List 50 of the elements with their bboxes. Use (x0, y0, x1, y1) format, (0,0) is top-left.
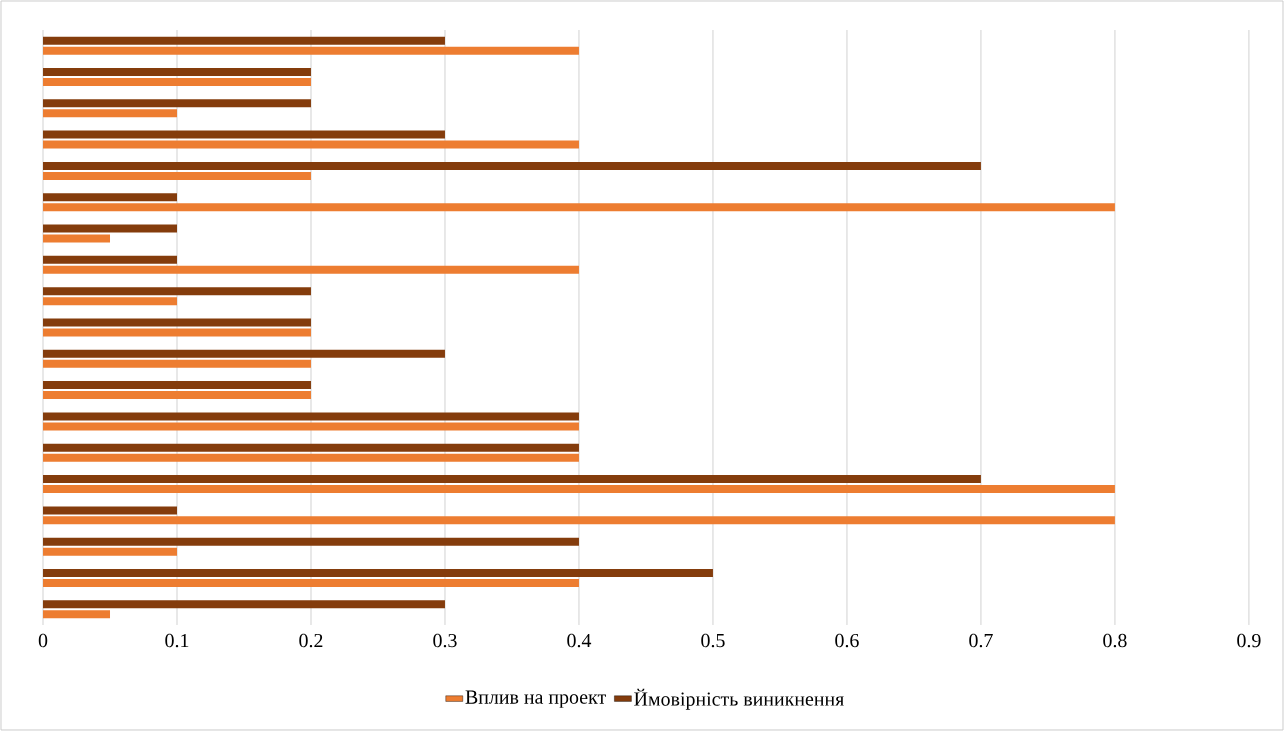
bar (43, 547, 177, 556)
bar (43, 234, 111, 243)
x-tick-label: 0.1 (165, 633, 189, 648)
bar (43, 318, 311, 327)
bar (43, 391, 311, 400)
x-tick-label: 0.3 (433, 633, 457, 648)
x-tick-label: 0 (38, 633, 48, 648)
bar (43, 453, 579, 462)
bar (43, 349, 445, 358)
x-tick-label: 0.6 (835, 633, 859, 648)
x-tick-label: 0.9 (1237, 633, 1261, 648)
bar (43, 255, 177, 264)
x-tick-label: 0.8 (1103, 633, 1127, 648)
bar (43, 443, 579, 452)
bar (43, 569, 713, 578)
bar (43, 297, 177, 306)
bar (43, 193, 177, 202)
bar (43, 287, 311, 296)
x-tick-label: 0.7 (969, 633, 993, 648)
bar (43, 67, 311, 76)
bar (43, 359, 311, 368)
legend-label: Вплив на проект (465, 690, 606, 708)
bar (43, 475, 981, 484)
bar (43, 537, 579, 546)
x-tick-label: 0.5 (701, 633, 725, 648)
bar (43, 579, 579, 588)
bar (43, 265, 579, 274)
bar (43, 36, 445, 45)
bar (43, 109, 177, 118)
bar (43, 516, 1115, 525)
bar (43, 600, 445, 609)
bar (43, 485, 1115, 494)
bar (43, 99, 311, 108)
bar (43, 224, 177, 233)
bar (43, 422, 579, 431)
bar (43, 506, 177, 515)
x-tick-label: 0.4 (567, 633, 592, 648)
bar (43, 130, 445, 139)
bar (43, 381, 311, 390)
bar (43, 610, 111, 619)
bar (43, 161, 981, 170)
bar (43, 412, 579, 421)
x-tick-label: 0.2 (299, 633, 323, 648)
bar (43, 140, 579, 149)
bar (43, 46, 579, 55)
bar (43, 77, 311, 86)
bar (43, 328, 311, 337)
bar (43, 203, 1115, 212)
bar (43, 171, 311, 180)
legend-label: Ймовірність виникнення (634, 688, 844, 710)
